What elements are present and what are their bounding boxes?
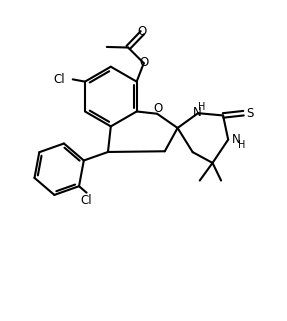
Text: O: O [154, 102, 163, 115]
Text: O: O [139, 56, 148, 69]
Text: Cl: Cl [81, 194, 92, 207]
Text: H: H [198, 102, 206, 112]
Text: S: S [246, 107, 253, 120]
Text: N: N [232, 133, 240, 146]
Text: H: H [238, 140, 245, 150]
Text: O: O [138, 25, 147, 38]
Text: Cl: Cl [53, 73, 65, 86]
Text: N: N [193, 106, 202, 119]
